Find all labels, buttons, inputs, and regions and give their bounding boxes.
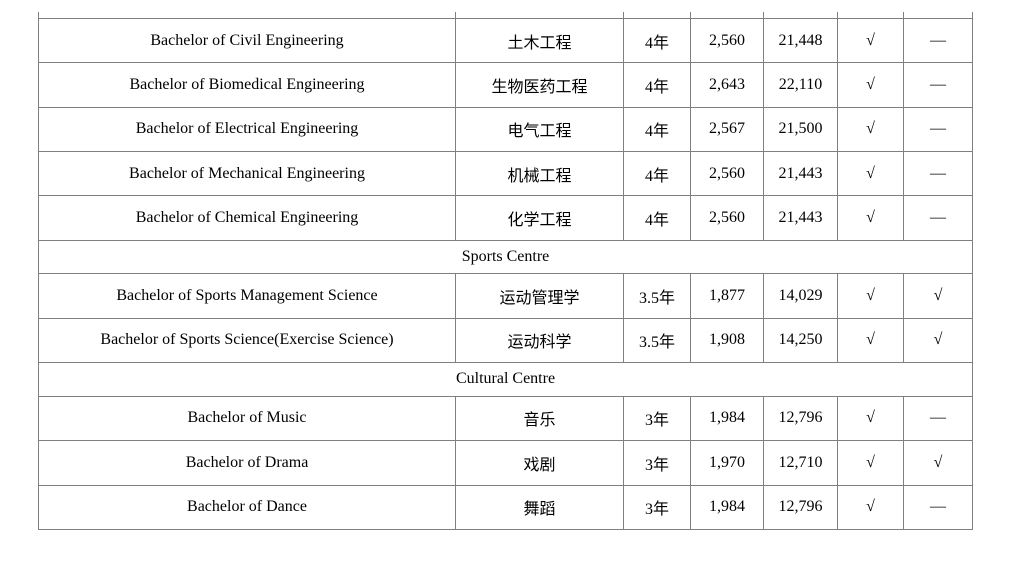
cell-mark-1: √ [837,273,904,319]
cell-program-name-zh: 音乐 [455,395,624,442]
section-header-row: Sports Centre [38,239,973,275]
cell-mark-1: √ [837,395,904,442]
table-continuation-stub [455,12,456,18]
table-row: Bachelor of Electrical Engineering 电气工程 4年… [38,106,973,153]
table-continuation-stub [690,12,691,18]
cell-value-1: 1,984 [690,484,764,530]
table-continuation-stub [623,12,624,18]
cell-mark-2: — [903,484,973,530]
cell-mark-2: — [903,151,973,197]
cell-value-2: 12,796 [763,395,838,442]
table-continuation-stub [38,12,39,18]
cell-value-1: 2,643 [690,62,764,108]
cell-mark-2: — [903,195,973,241]
cell-value-1: 2,560 [690,151,764,197]
cell-mark-2: √ [903,273,973,319]
cell-program-name-zh: 生物医药工程 [455,62,624,108]
cell-mark-2: — [903,106,973,153]
cell-value-1: 1,908 [690,317,764,364]
cell-value-1: 2,560 [690,195,764,241]
table-row: Bachelor of Sports Management Science 运动管… [38,273,973,319]
table-row: Bachelor of Sports Science(Exercise Scie… [38,317,973,364]
cell-value-1: 1,877 [690,273,764,319]
cell-program-name-en: Bachelor of Civil Engineering [38,17,456,64]
table-row: Bachelor of Music 音乐 3年 1,984 12,796 √ — [38,395,973,442]
cell-program-name-en: Bachelor of Electrical Engineering [38,106,456,153]
table-continuation-stub [763,12,764,18]
cell-mark-2: √ [903,317,973,364]
section-header-label: Cultural Centre [38,362,973,397]
cell-mark-1: √ [837,440,904,486]
cell-mark-1: √ [837,62,904,108]
cell-program-name-zh: 机械工程 [455,151,624,197]
section-header-row: Cultural Centre [38,362,973,397]
cell-duration: 3年 [623,484,691,530]
cell-mark-1: √ [837,317,904,364]
cell-value-2: 14,250 [763,317,838,364]
table-row: Bachelor of Chemical Engineering 化学工程 4年 2,… [38,195,973,241]
cell-program-name-en: Bachelor of Sports Management Science [38,273,456,319]
cell-duration: 4年 [623,62,691,108]
cell-value-2: 22,110 [763,62,838,108]
table-row: Bachelor of Dance 舞蹈 3年 1,984 12,796 √ — [38,484,973,530]
cell-mark-2: — [903,395,973,442]
cell-duration: 3.5年 [623,317,691,364]
cell-mark-2: — [903,62,973,108]
cell-program-name-zh: 土木工程 [455,17,624,64]
cell-mark-1: √ [837,17,904,64]
cell-value-1: 2,567 [690,106,764,153]
table-row: Bachelor of Civil Engineering 土木工程 4年 2,560… [38,17,973,64]
cell-program-name-en: Bachelor of Music [38,395,456,442]
cell-duration: 3年 [623,440,691,486]
cell-value-2: 21,443 [763,195,838,241]
cell-program-name-en: Bachelor of Dance [38,484,456,530]
cell-value-2: 14,029 [763,273,838,319]
programs-table-body: Bachelor of Civil Engineering 土木工程 4年 2,560… [38,17,973,530]
cell-program-name-en: Bachelor of Chemical Engineering [38,195,456,241]
programs-table-wrap: Bachelor of Civil Engineering 土木工程 4年 2,560… [38,17,973,530]
table-row: Bachelor of Biomedical Engineering 生物医药工程… [38,62,973,108]
cell-value-1: 1,970 [690,440,764,486]
cell-duration: 4年 [623,106,691,153]
cell-mark-1: √ [837,484,904,530]
programs-table: Bachelor of Civil Engineering 土木工程 4年 2,560… [38,17,973,530]
cell-duration: 4年 [623,17,691,64]
cell-program-name-zh: 舞蹈 [455,484,624,530]
cell-duration: 3.5年 [623,273,691,319]
table-continuation-stub [903,12,904,18]
cell-program-name-zh: 化学工程 [455,195,624,241]
cell-program-name-zh: 运动管理学 [455,273,624,319]
table-row: Bachelor of Mechanical Engineering 机械工程 4年… [38,151,973,197]
cell-value-2: 21,500 [763,106,838,153]
cell-duration: 3年 [623,395,691,442]
cell-value-2: 21,443 [763,151,838,197]
section-header-label: Sports Centre [38,239,973,275]
cell-program-name-zh: 戏剧 [455,440,624,486]
cell-mark-1: √ [837,195,904,241]
cell-program-name-zh: 电气工程 [455,106,624,153]
cell-value-2: 12,710 [763,440,838,486]
cell-program-name-en: Bachelor of Biomedical Engineering [38,62,456,108]
table-row: Bachelor of Drama 戏剧 3年 1,970 12,710 √ √ [38,440,973,486]
cell-program-name-en: Bachelor of Sports Science(Exercise Scie… [38,317,456,364]
cell-mark-1: √ [837,106,904,153]
table-continuation-stub [837,12,838,18]
cell-mark-1: √ [837,151,904,197]
cell-value-2: 12,796 [763,484,838,530]
cell-program-name-en: Bachelor of Drama [38,440,456,486]
cell-mark-2: — [903,17,973,64]
cell-duration: 4年 [623,195,691,241]
cell-program-name-en: Bachelor of Mechanical Engineering [38,151,456,197]
cell-program-name-zh: 运动科学 [455,317,624,364]
cell-value-1: 2,560 [690,17,764,64]
cell-value-1: 1,984 [690,395,764,442]
cell-value-2: 21,448 [763,17,838,64]
table-continuation-stub [972,12,973,18]
cell-duration: 4年 [623,151,691,197]
cell-mark-2: √ [903,440,973,486]
